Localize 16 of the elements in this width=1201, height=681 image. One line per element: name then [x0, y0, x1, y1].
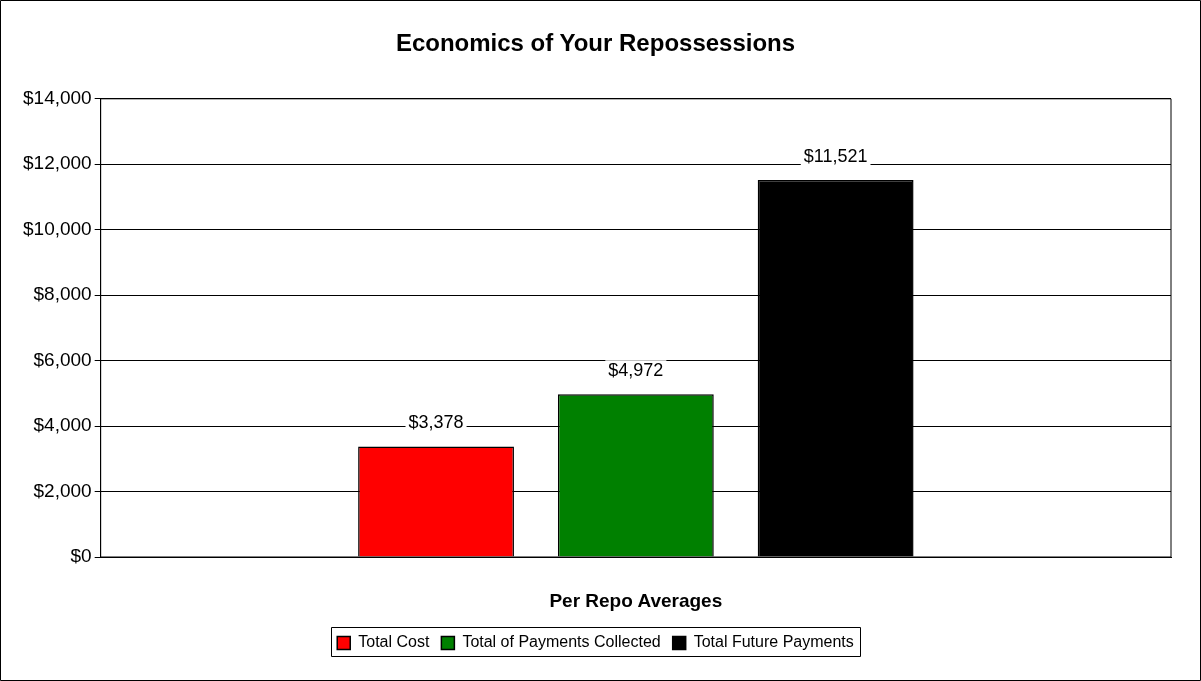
y-tick-label: $6,000	[33, 348, 92, 370]
data-label: $3,378	[408, 412, 464, 433]
y-tick-label: $10,000	[22, 217, 92, 239]
y-tick-label: $12,000	[22, 152, 92, 174]
legend-label: Total Future Payments	[693, 633, 854, 651]
y-tick-label: $4,000	[33, 414, 92, 436]
x-axis-title: Per Repo Averages	[549, 589, 723, 611]
y-tick-label: $0	[70, 545, 92, 567]
chart-title: Economics of Your Repossessions	[395, 29, 796, 57]
legend-label: Total Cost	[358, 633, 430, 651]
y-tick-label: $14,000	[22, 87, 92, 109]
data-label: $4,972	[608, 360, 664, 381]
y-tick-label: $2,000	[33, 479, 92, 501]
y-tick-label: $8,000	[33, 283, 92, 305]
legend-label: Total of Payments Collected	[462, 633, 661, 651]
data-label: $11,521	[803, 145, 868, 166]
